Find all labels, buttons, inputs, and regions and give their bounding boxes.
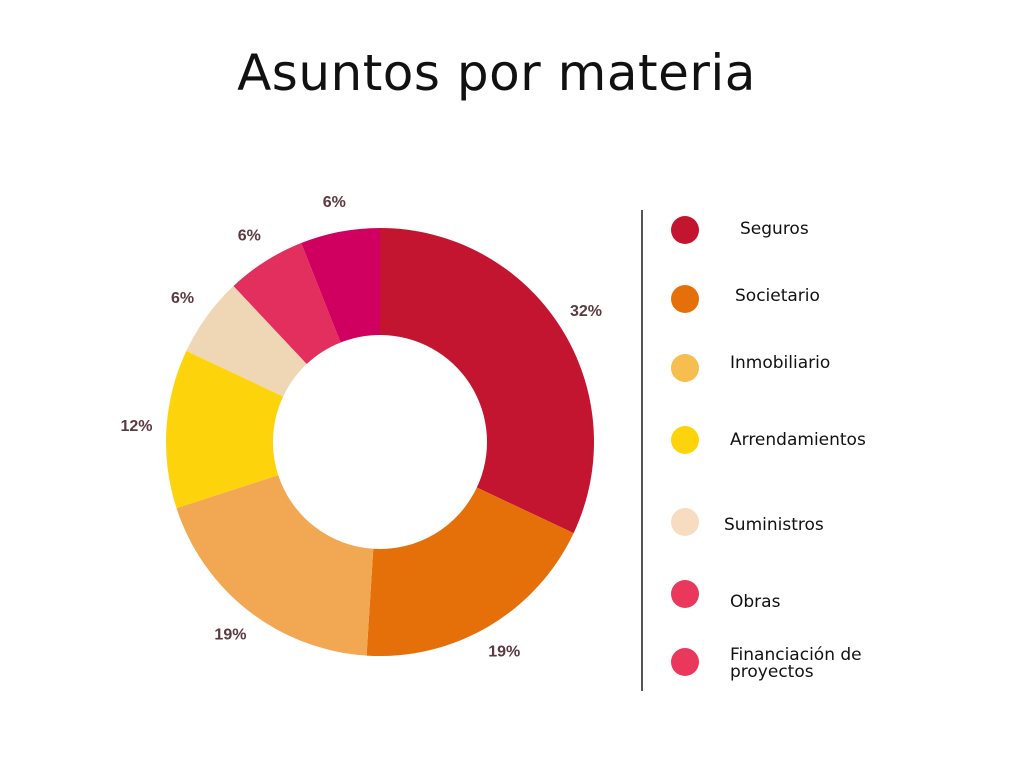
slice-3 xyxy=(166,350,284,509)
slice-4 xyxy=(186,286,307,397)
slice-label-0: 32% xyxy=(570,303,602,320)
legend-label-5: Obras xyxy=(730,592,781,612)
legend-label-0: Seguros xyxy=(740,219,809,239)
legend-dot-2 xyxy=(671,354,699,382)
slice-label-5: 6% xyxy=(238,227,261,244)
legend-label-6: Financiación de proyectos xyxy=(730,645,862,682)
slice-label-4: 6% xyxy=(171,290,194,307)
slice-5 xyxy=(233,243,341,365)
legend-label-1: Societario xyxy=(735,286,820,306)
slice-label-3: 12% xyxy=(120,418,152,435)
legend-dot-1 xyxy=(671,285,699,313)
slice-6 xyxy=(301,228,380,343)
legend-dot-0 xyxy=(671,216,699,244)
legend-label-4: Suministros xyxy=(724,515,824,535)
slice-1 xyxy=(366,487,574,656)
chart-title: Asuntos por materia xyxy=(237,44,756,102)
legend-dot-5 xyxy=(671,580,699,608)
slice-2 xyxy=(176,475,374,656)
legend-label-2: Inmobiliario xyxy=(730,353,831,373)
slice-label-6: 6% xyxy=(323,194,346,211)
slice-label-1: 19% xyxy=(488,644,520,661)
legend-dot-3 xyxy=(671,426,699,454)
slice-label-2: 19% xyxy=(214,626,246,643)
slice-0 xyxy=(380,228,594,534)
legend-label-3: Arrendamientos xyxy=(730,430,866,450)
legend-divider xyxy=(641,210,643,691)
legend-dot-6 xyxy=(671,648,699,676)
legend-dot-4 xyxy=(671,508,699,536)
